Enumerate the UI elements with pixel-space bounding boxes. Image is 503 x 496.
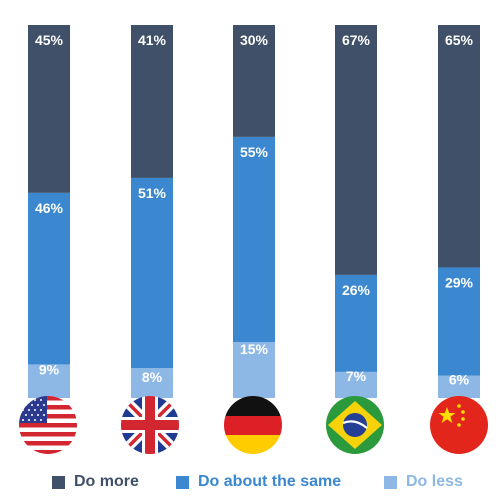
legend-swatch-do-less: [384, 475, 397, 489]
data-label-do-about-the-same-germany: 55%: [240, 144, 269, 160]
data-label-do-less-brazil: 7%: [346, 368, 367, 384]
bar-do-more-united-states: [28, 25, 70, 193]
bar-do-less-germany: [233, 342, 275, 398]
bar-do-about-the-same-germany: [233, 136, 275, 343]
data-label-do-about-the-same-united-kingdom: 51%: [138, 185, 167, 201]
bar-do-about-the-same-united-states: [28, 192, 70, 365]
data-label-do-more-china: 65%: [445, 32, 474, 48]
data-label-do-less-united-states: 9%: [39, 361, 60, 377]
data-label-do-more-united-kingdom: 41%: [138, 32, 167, 48]
data-label-do-about-the-same-brazil: 26%: [342, 282, 371, 298]
bar-do-more-brazil: [335, 25, 377, 275]
bar-do-about-the-same-china: [438, 267, 480, 376]
legend-swatch-do-more: [52, 475, 65, 489]
bar-do-less-united-kingdom: [131, 368, 173, 398]
legend-item-do-more: Do more: [52, 472, 139, 492]
data-label-do-about-the-same-china: 29%: [445, 274, 474, 290]
us-flag-icon: [19, 396, 77, 454]
data-label-do-more-brazil: 67%: [342, 32, 371, 48]
bar-do-less-china: [438, 375, 480, 398]
legend-label-do-less: Do less: [406, 473, 463, 490]
data-label-do-less-germany: 15%: [240, 341, 269, 357]
brazil-flag-icon: [326, 396, 384, 454]
legend-swatch-do-about-the-same: [176, 475, 189, 489]
bar-do-about-the-same-brazil: [335, 274, 377, 372]
data-label-do-more-germany: 30%: [240, 32, 269, 48]
chart-legend: Do more Do about the same Do less: [0, 466, 503, 496]
bar-do-more-germany: [233, 25, 275, 137]
data-label-do-about-the-same-united-states: 46%: [35, 200, 64, 216]
germany-flag-icon: [224, 396, 282, 454]
stacked-bar-chart: 9% 46% 45% 8% 51% 41% 15% 55% 30% 7% 26% 67% 6% 29% 65…: [19, 25, 488, 454]
data-label-do-less-china: 6%: [449, 372, 470, 388]
bar-do-less-brazil: [335, 371, 377, 398]
china-flag-icon: [430, 396, 488, 454]
legend-item-do-about-the-same: Do about the same: [176, 472, 341, 492]
uk-flag-icon: [121, 396, 179, 454]
bar-do-more-china: [438, 25, 480, 268]
data-label-do-more-united-states: 45%: [35, 32, 64, 48]
data-label-do-less-united-kingdom: 8%: [142, 369, 163, 385]
bar-do-about-the-same-united-kingdom: [131, 177, 173, 369]
legend-label-do-more: Do more: [74, 473, 139, 490]
bar-do-less-united-states: [28, 364, 70, 398]
bar-do-more-united-kingdom: [131, 25, 173, 178]
legend-label-do-about-the-same: Do about the same: [198, 473, 342, 490]
legend-item-do-less: Do less: [384, 472, 463, 492]
